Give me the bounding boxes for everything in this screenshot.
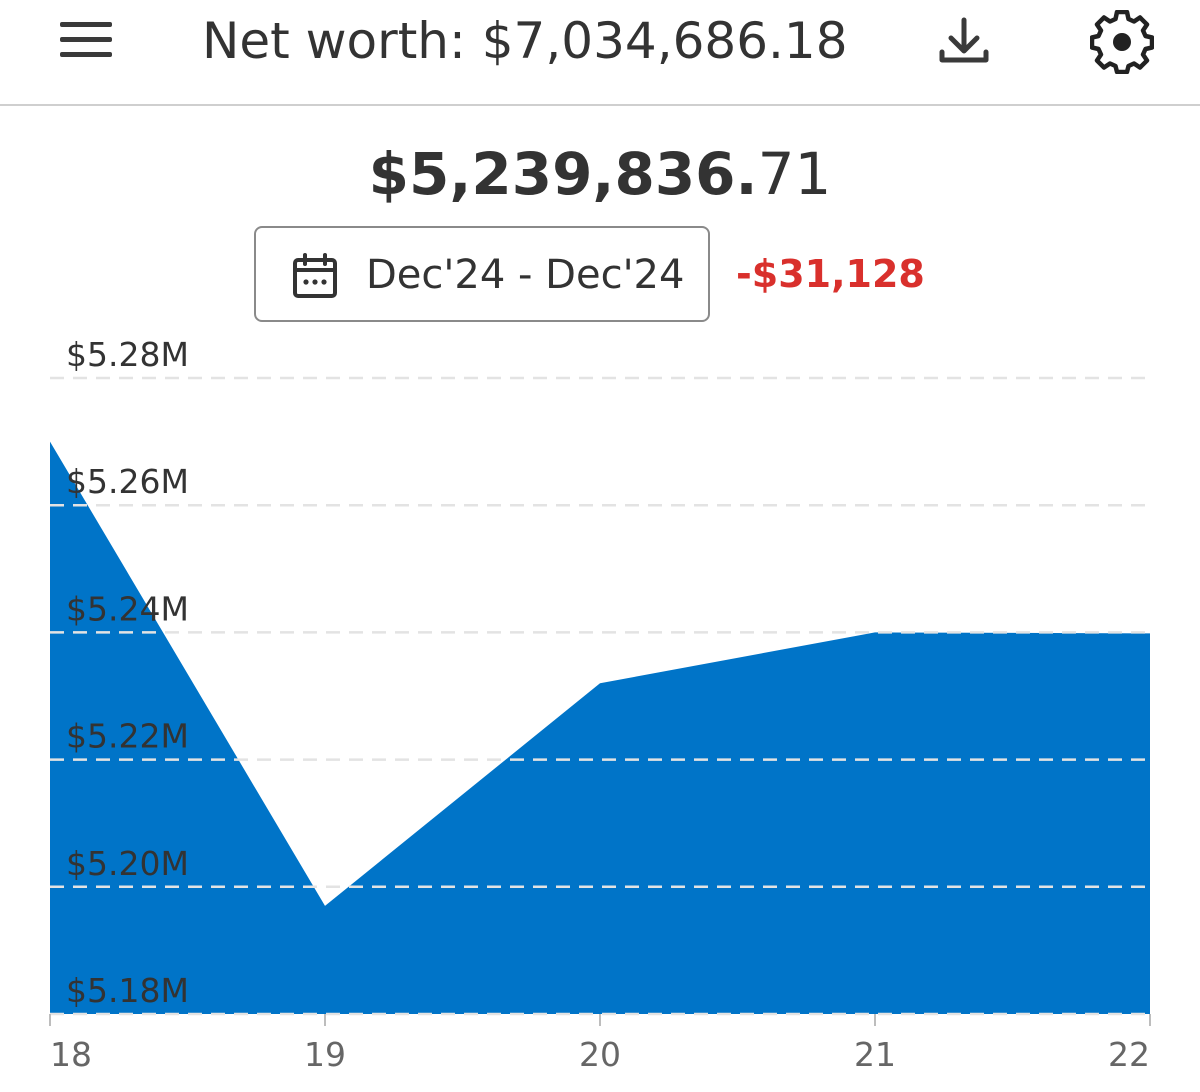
- hamburger-menu-icon[interactable]: [56, 20, 116, 60]
- y-tick-label: $5.22M: [66, 717, 189, 756]
- y-tick-label: $5.18M: [66, 971, 189, 1010]
- x-tick-label: 18: [50, 1035, 92, 1074]
- x-tick-label: 22: [1108, 1035, 1150, 1074]
- download-icon[interactable]: [934, 14, 994, 70]
- chart-svg: $5.18M $5.20M $5.22M $5.24M $5.26M $5.28M 18 19…: [49, 335, 1151, 1074]
- current-balance: $5,239,836.71: [0, 138, 1200, 210]
- area-series: [50, 441, 1150, 1015]
- x-tick-label: 21: [854, 1035, 896, 1074]
- y-tick-label: $5.28M: [66, 335, 189, 374]
- gear-icon[interactable]: [1089, 9, 1155, 75]
- x-tick-label: 19: [304, 1035, 346, 1074]
- calendar-icon: [292, 252, 338, 300]
- period-change: -$31,128: [736, 252, 925, 296]
- x-tick-label: 20: [579, 1035, 621, 1074]
- y-tick-label: $5.26M: [66, 462, 189, 501]
- balance-cents: 71: [757, 140, 832, 208]
- date-range-label: Dec'24 - Dec'24: [366, 252, 685, 298]
- top-app-bar: Net worth: $7,034,686.18: [0, 0, 1200, 106]
- page-title: Net worth: $7,034,686.18: [202, 12, 848, 70]
- y-tick-label: $5.20M: [66, 844, 189, 883]
- y-tick-label: $5.24M: [66, 589, 189, 628]
- balance-whole: $5,239,836.: [368, 140, 758, 208]
- net-worth-chart: $5.18M $5.20M $5.22M $5.24M $5.26M $5.28M 18 19…: [0, 330, 1200, 1090]
- date-range-button[interactable]: Dec'24 - Dec'24: [254, 226, 710, 322]
